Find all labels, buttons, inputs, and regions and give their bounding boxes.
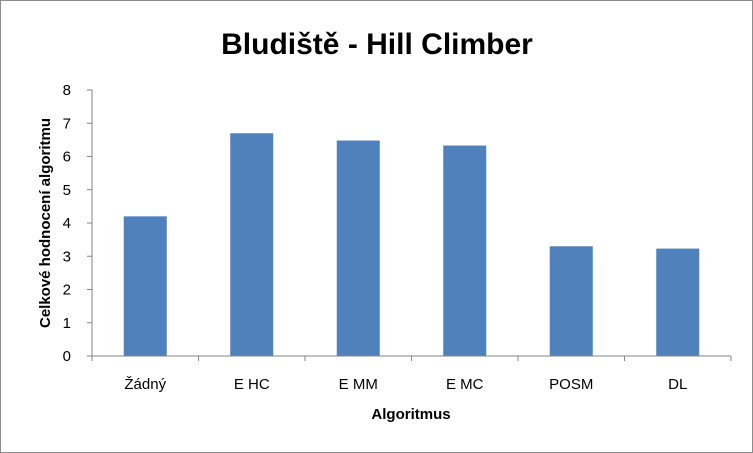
bar-2 [336, 140, 380, 356]
x-tick-label: DL [668, 376, 687, 393]
x-tick-label: E MC [446, 376, 484, 393]
x-tick-label: E MM [339, 376, 378, 393]
y-tick-label: 1 [63, 315, 71, 332]
chart-title: Bludiště - Hill Climber [221, 28, 533, 61]
x-tick-label: POSM [549, 376, 593, 393]
y-tick-label: 4 [63, 215, 71, 232]
plot-area: 0 1 2 3 4 5 6 7 8 Žádný E HC E MM E MC POSM DL [63, 82, 732, 393]
bar-3 [443, 145, 487, 356]
y-tick-label: 8 [63, 82, 71, 99]
bar-0 [123, 216, 167, 356]
y-tick-label: 6 [63, 149, 71, 166]
x-axis-title: Algoritmus [371, 406, 450, 423]
y-tick-label: 5 [63, 182, 71, 199]
bar-1 [230, 133, 274, 356]
y-tick-label: 3 [63, 248, 71, 265]
y-tick-label: 2 [63, 282, 71, 299]
x-tick-label: Žádný [124, 376, 166, 393]
bar-5 [656, 248, 700, 356]
y-tick-label: 0 [63, 348, 71, 365]
x-tick-label: E HC [234, 376, 270, 393]
bar-4 [549, 246, 593, 356]
y-tick-label: 7 [63, 115, 71, 132]
y-axis-title: Celkové hodnocení algoritmu [37, 118, 54, 328]
